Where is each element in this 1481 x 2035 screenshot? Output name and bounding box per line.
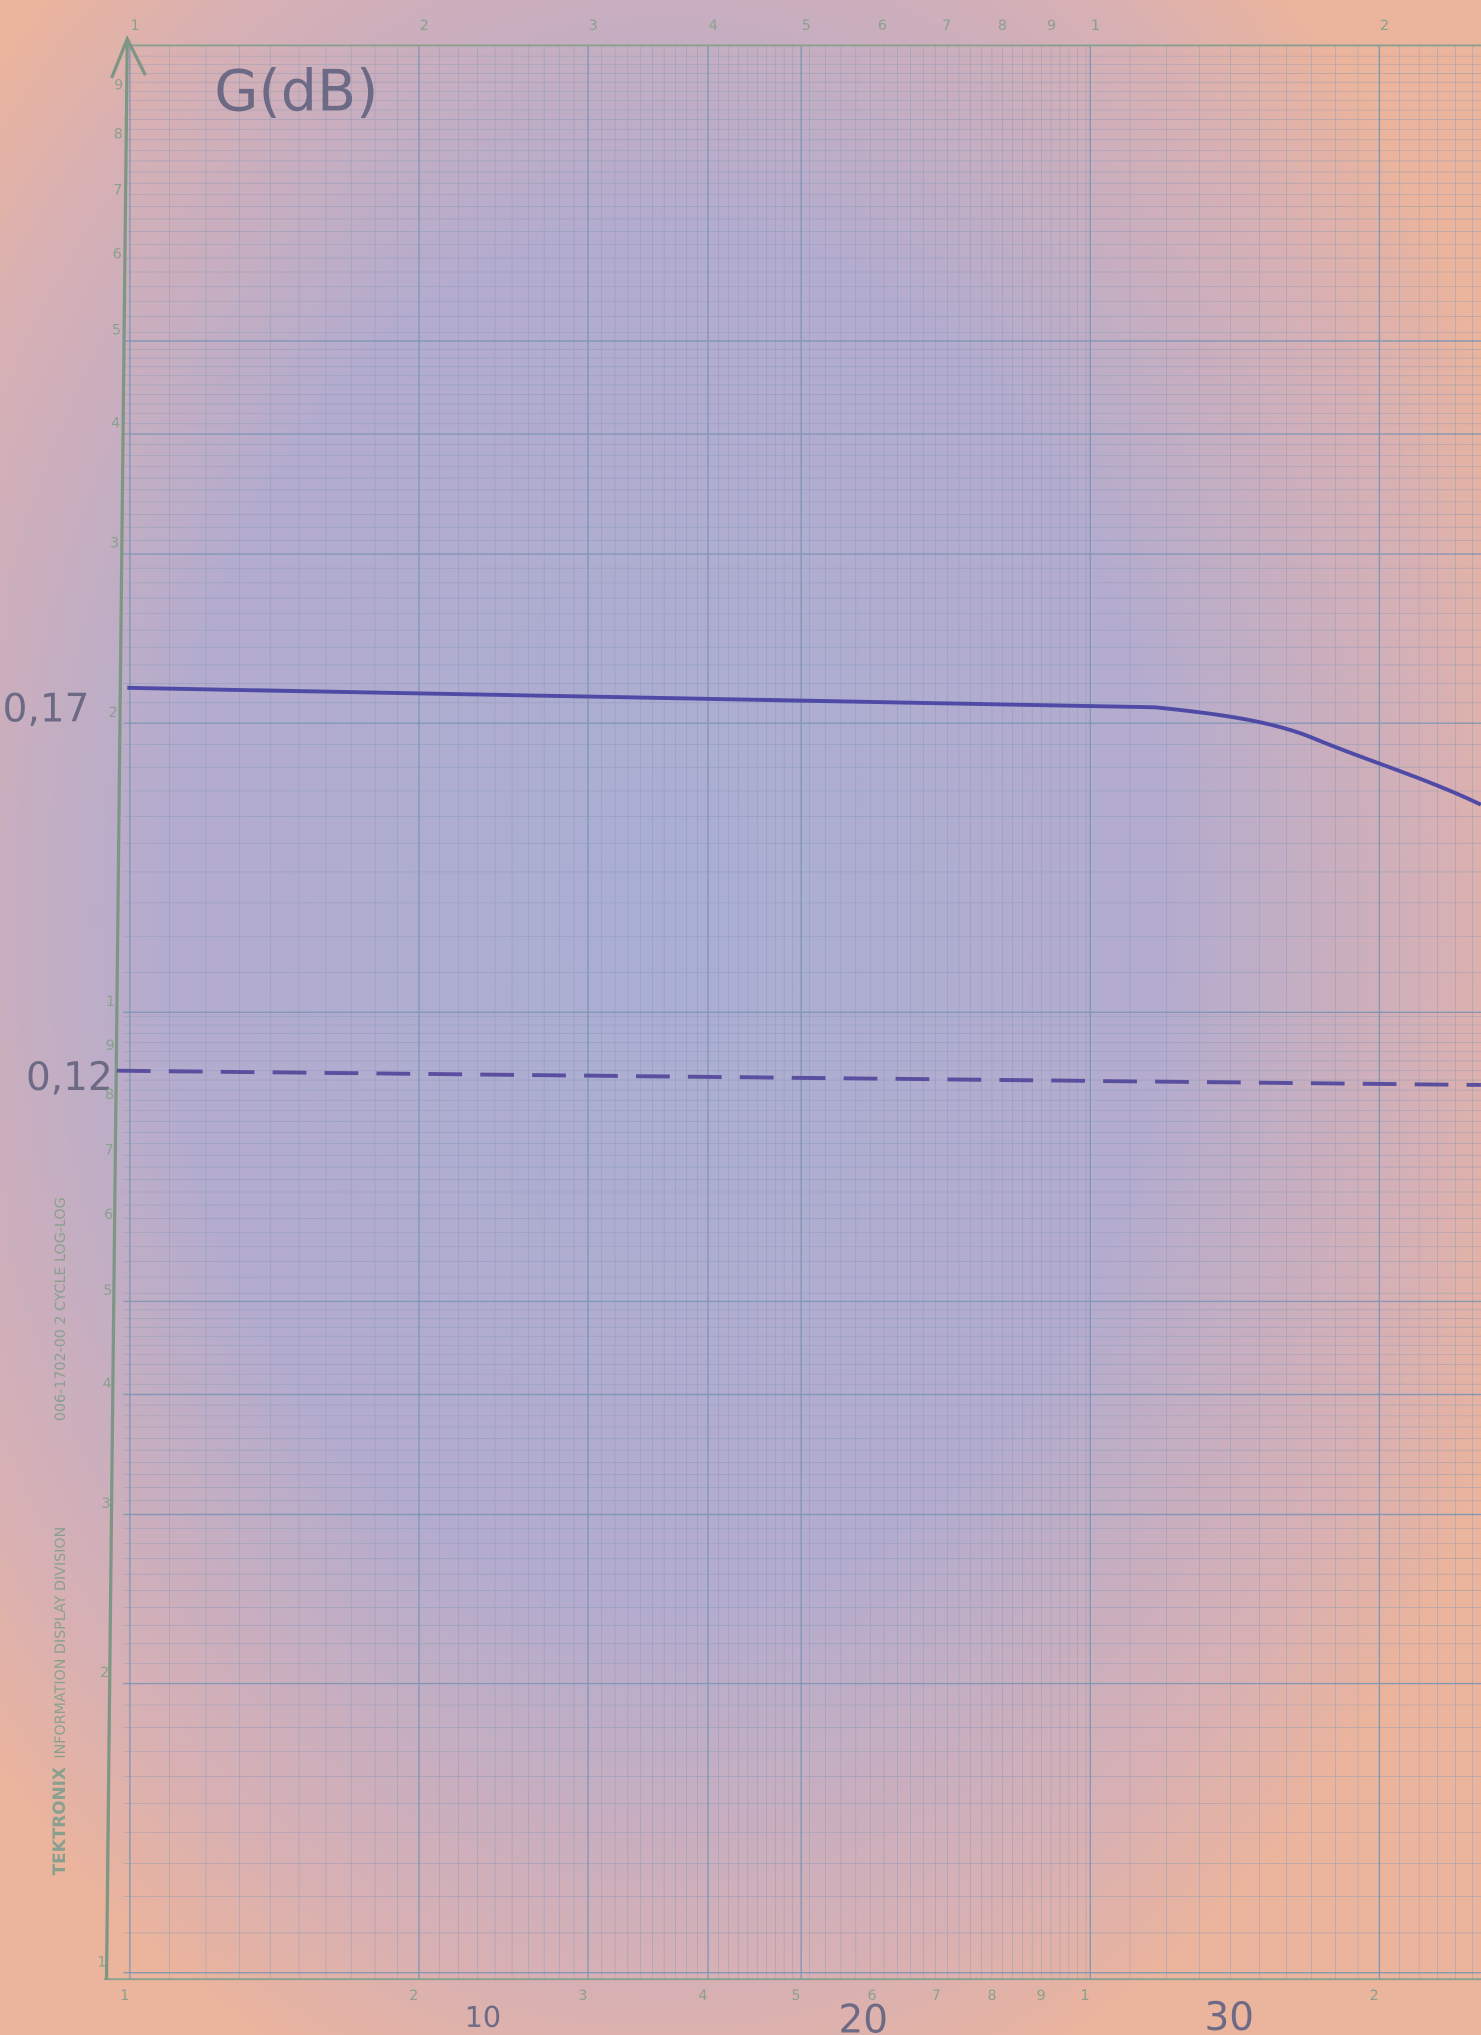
paper-digit: 5 (791, 1988, 800, 2004)
paper-digit: 6 (878, 18, 887, 34)
paper-digit: 7 (942, 18, 951, 34)
paper-digit: 9 (1047, 18, 1056, 34)
page: G(dB) 0,17 0,12 10 20 30 TEKTRONIX INFOR… (0, 0, 1481, 2035)
paper-digit: 5 (112, 323, 121, 339)
paper-digit: 5 (103, 1283, 112, 1299)
paper-digit: 3 (110, 536, 119, 552)
paper-digit: 2 (420, 18, 429, 34)
paper-digit: 9 (106, 1038, 115, 1054)
paper-digit: 3 (102, 1496, 111, 1512)
paper-digit: 8 (114, 127, 123, 143)
paper-digit: 2 (1380, 18, 1389, 34)
y-label: 0,17 (3, 687, 90, 732)
paper-digit: 1 (1081, 1988, 1090, 2004)
x-label: 20 (838, 1997, 888, 2035)
paper-digit: 6 (104, 1207, 113, 1223)
paper-background (0, 0, 1481, 2035)
paper-digit: 6 (113, 247, 122, 263)
y-label: 0,12 (26, 1055, 113, 1100)
paper-digit: 8 (105, 1087, 114, 1103)
paper-digit: 3 (578, 1988, 587, 2004)
paper-digit: 8 (987, 1988, 996, 2004)
paper-digit: 4 (103, 1376, 112, 1392)
x-label: 10 (465, 2000, 501, 2034)
paper-digit: 2 (109, 705, 118, 721)
paper-digit: 1 (131, 18, 140, 34)
paper-digit: 8 (998, 18, 1007, 34)
paper-division: INFORMATION DISPLAY DIVISION (53, 1527, 69, 1759)
paper-digit: 7 (113, 182, 122, 198)
paper-digit: 4 (709, 18, 718, 34)
x-label: 30 (1204, 1995, 1254, 2035)
paper-digit: 9 (1037, 1988, 1046, 2004)
paper-catalog: 006-1702-00 2 CYCLE LOG-LOG (53, 1197, 69, 1421)
paper-digit: 1 (1091, 18, 1100, 34)
paper-digit: 3 (589, 18, 598, 34)
paper-digit: 6 (867, 1988, 876, 2004)
paper-digit: 4 (111, 416, 120, 432)
paper-digit: 2 (409, 1988, 418, 2004)
paper-digit: 7 (932, 1988, 941, 2004)
paper-digit: 1 (120, 1988, 129, 2004)
paper-digit: 5 (802, 18, 811, 34)
paper-digit: 2 (1370, 1988, 1379, 2004)
paper-brand: TEKTRONIX (49, 1767, 69, 1875)
paper-digit: 2 (100, 1665, 109, 1681)
paper-digit: 1 (106, 994, 115, 1010)
paper-digit: 1 (97, 1954, 106, 1970)
paper-digit: 7 (105, 1143, 114, 1159)
paper-digit: 9 (114, 77, 123, 93)
paper-digit: 4 (698, 1988, 707, 2004)
graph-paper-photo: G(dB) 0,17 0,12 10 20 30 TEKTRONIX INFOR… (0, 0, 1481, 2035)
y-axis-title: G(dB) (214, 58, 378, 124)
